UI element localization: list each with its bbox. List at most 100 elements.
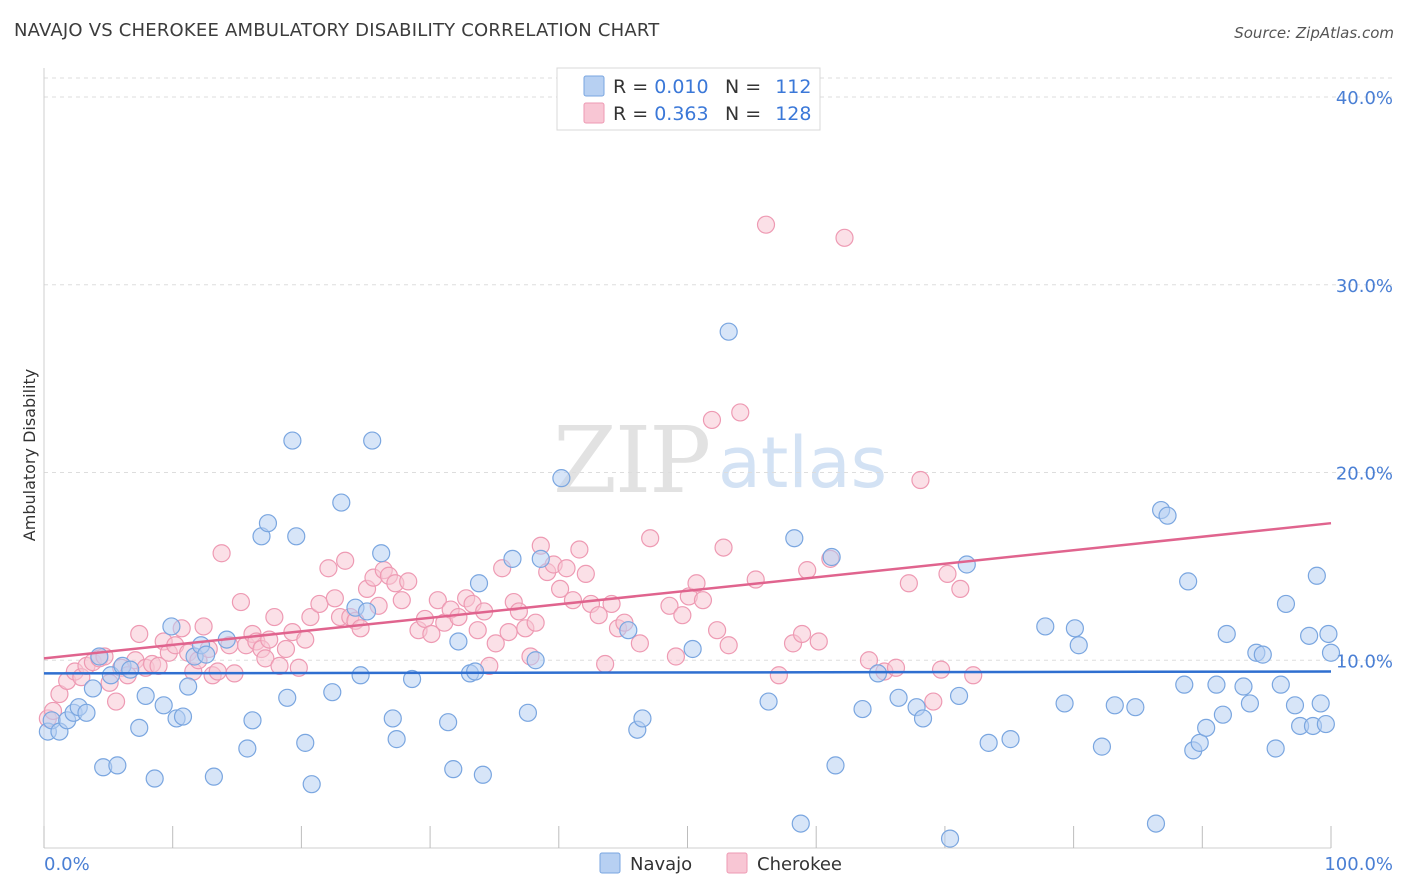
navajo-point (444, 760, 463, 779)
navajo-point (1234, 677, 1253, 696)
cherokee-point (792, 624, 812, 644)
navajo-legend-swatch (583, 75, 605, 97)
navajo-point (302, 775, 321, 794)
navajo-point (243, 711, 262, 730)
navajo-n-value: 112 (775, 76, 811, 98)
navajo-point (1190, 733, 1209, 752)
cherokee-r-label: R = (613, 103, 654, 125)
cherokee-point (231, 592, 251, 612)
navajo-point (179, 677, 198, 696)
navajo-point (83, 679, 103, 698)
cherokee-point (296, 630, 315, 649)
cherokee-point (449, 607, 468, 627)
cherokee-legend-swatch (583, 102, 605, 124)
navajo-r-value: 0.010 (654, 76, 708, 98)
navajo-point (473, 765, 492, 784)
cherokee-point (886, 658, 906, 677)
cherokee-point (325, 589, 344, 608)
cherokee-point (835, 228, 854, 247)
navajo-point (1001, 730, 1020, 749)
navajo-point (1179, 572, 1198, 591)
navajo-point (1319, 624, 1338, 644)
cherokee-point (486, 634, 505, 653)
cherokee-point (526, 613, 545, 632)
cherokee-point (509, 602, 529, 621)
cherokee-n-label: N = (725, 103, 767, 125)
navajo-point (402, 669, 422, 689)
y-tick-labels: 10.0% 20.0% 30.0% 40.0% (1336, 88, 1393, 672)
navajo-point (518, 703, 538, 722)
cherokee-point (468, 621, 487, 640)
cherokee-point (666, 647, 686, 666)
cherokee-point (769, 666, 788, 685)
navajo-point (387, 730, 406, 749)
navajo-point (979, 733, 998, 752)
navajo-point (1217, 624, 1236, 644)
navajo-point (957, 555, 976, 574)
navajo-point (1271, 675, 1290, 694)
cherokee-point (859, 651, 879, 670)
cherokee-point (630, 634, 649, 653)
cherokee-r-value: 0.363 (654, 103, 708, 125)
navajo-point (1276, 594, 1296, 614)
y-tick-label: 10.0% (1336, 651, 1393, 672)
navajo-point (77, 703, 96, 722)
source-label: Source: ZipAtlas.com (1234, 24, 1394, 42)
navajo-series-swatch (599, 852, 621, 874)
navajo-point (683, 639, 702, 659)
navajo-point (108, 756, 127, 775)
navajo-point (90, 647, 109, 666)
y-axis-label: Ambulatory Disability (20, 369, 39, 541)
cherokee-point (596, 654, 615, 674)
navajo-point (296, 733, 315, 752)
navajo-point (449, 632, 468, 651)
navajo-point (1146, 814, 1166, 833)
cherokee-point (194, 617, 213, 636)
watermark: ZIP atlas (553, 407, 887, 514)
navajo-point (503, 549, 522, 568)
navajo-point (1105, 696, 1124, 715)
cherokee-point (212, 544, 231, 563)
cherokee-point (673, 606, 692, 625)
navajo-point (913, 709, 933, 728)
y-tick-label: 20.0% (1336, 464, 1393, 485)
navajo-point (197, 645, 216, 664)
cherokee-point (809, 632, 828, 651)
watermark-atlas: atlas (718, 422, 887, 504)
cherokee-point (798, 561, 817, 580)
navajo-point (351, 666, 370, 685)
navajo-point (1311, 694, 1330, 713)
cherokee-point (576, 564, 595, 583)
navajo-point (136, 686, 155, 706)
cherokee-point (660, 596, 679, 615)
navajo-point (332, 493, 351, 512)
cherokee-point (351, 619, 370, 638)
navajo-point (372, 544, 391, 563)
navajo-point (173, 707, 193, 726)
navajo-point (383, 709, 402, 728)
navajo-n-label: N = (725, 76, 767, 98)
navajo-point (154, 696, 173, 715)
navajo-point (1158, 506, 1177, 525)
cherokee-point (208, 662, 227, 681)
cherokee-point (899, 574, 918, 593)
navajo-point (826, 756, 845, 775)
cherokee-point (714, 538, 733, 557)
navajo-point (1285, 696, 1305, 715)
svg-text:R = 0.363: R = 0.363 (613, 103, 709, 125)
chart-title: NAVAJO VS CHEROKEE AMBULATORY DISABILITY… (14, 20, 660, 41)
navajo-point (853, 699, 872, 719)
x-tick-label-max: 100.0% (1324, 854, 1393, 875)
navajo-point (1069, 636, 1088, 655)
cherokee-point (641, 529, 660, 548)
navajo-point (439, 713, 458, 732)
cherokee-point (301, 607, 320, 627)
navajo-point (363, 431, 382, 450)
cherokee-point (964, 666, 983, 685)
navajo-point (889, 688, 908, 707)
cherokee-point (708, 621, 727, 640)
navajo-point (1092, 737, 1112, 756)
cherokee-trend-line (43, 521, 1332, 660)
cherokee-point (130, 624, 149, 644)
navajo-point (1307, 566, 1326, 585)
